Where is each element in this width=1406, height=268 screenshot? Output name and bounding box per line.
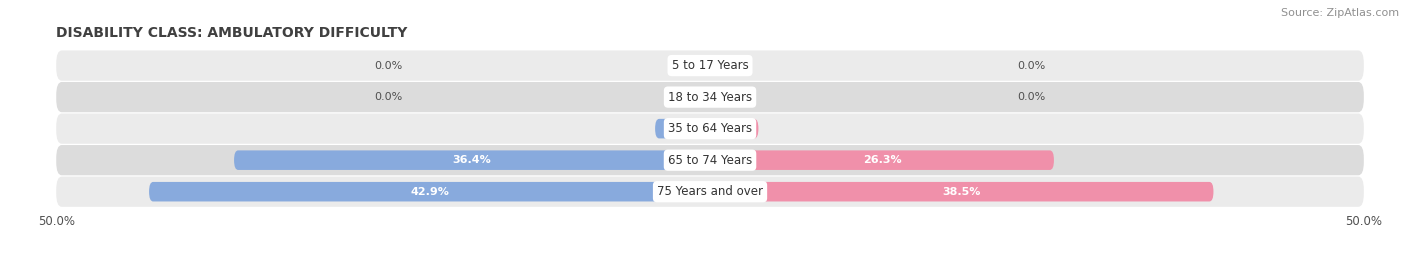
FancyBboxPatch shape	[56, 114, 1364, 144]
FancyBboxPatch shape	[233, 150, 710, 170]
Text: 5 to 17 Years: 5 to 17 Years	[672, 59, 748, 72]
Text: 0.0%: 0.0%	[1018, 61, 1046, 70]
FancyBboxPatch shape	[655, 119, 710, 138]
Text: 75 Years and over: 75 Years and over	[657, 185, 763, 198]
FancyBboxPatch shape	[690, 56, 710, 75]
FancyBboxPatch shape	[690, 87, 710, 107]
Text: 26.3%: 26.3%	[863, 155, 901, 165]
Text: 3.7%: 3.7%	[718, 124, 749, 134]
Text: 38.5%: 38.5%	[942, 187, 981, 197]
FancyBboxPatch shape	[710, 56, 730, 75]
Text: DISABILITY CLASS: AMBULATORY DIFFICULTY: DISABILITY CLASS: AMBULATORY DIFFICULTY	[56, 26, 408, 40]
FancyBboxPatch shape	[710, 87, 730, 107]
FancyBboxPatch shape	[56, 145, 1364, 175]
Text: 18 to 34 Years: 18 to 34 Years	[668, 91, 752, 104]
Text: 36.4%: 36.4%	[453, 155, 492, 165]
Text: 0.0%: 0.0%	[1018, 92, 1046, 102]
FancyBboxPatch shape	[149, 182, 710, 202]
Text: 65 to 74 Years: 65 to 74 Years	[668, 154, 752, 167]
Text: 4.2%: 4.2%	[666, 124, 697, 134]
FancyBboxPatch shape	[56, 177, 1364, 207]
Text: 0.0%: 0.0%	[374, 61, 402, 70]
FancyBboxPatch shape	[56, 82, 1364, 112]
Text: 42.9%: 42.9%	[411, 187, 449, 197]
FancyBboxPatch shape	[710, 119, 758, 138]
FancyBboxPatch shape	[56, 50, 1364, 81]
FancyBboxPatch shape	[710, 182, 1213, 202]
FancyBboxPatch shape	[710, 150, 1054, 170]
Text: Source: ZipAtlas.com: Source: ZipAtlas.com	[1281, 8, 1399, 18]
Text: 35 to 64 Years: 35 to 64 Years	[668, 122, 752, 135]
Text: 0.0%: 0.0%	[374, 92, 402, 102]
